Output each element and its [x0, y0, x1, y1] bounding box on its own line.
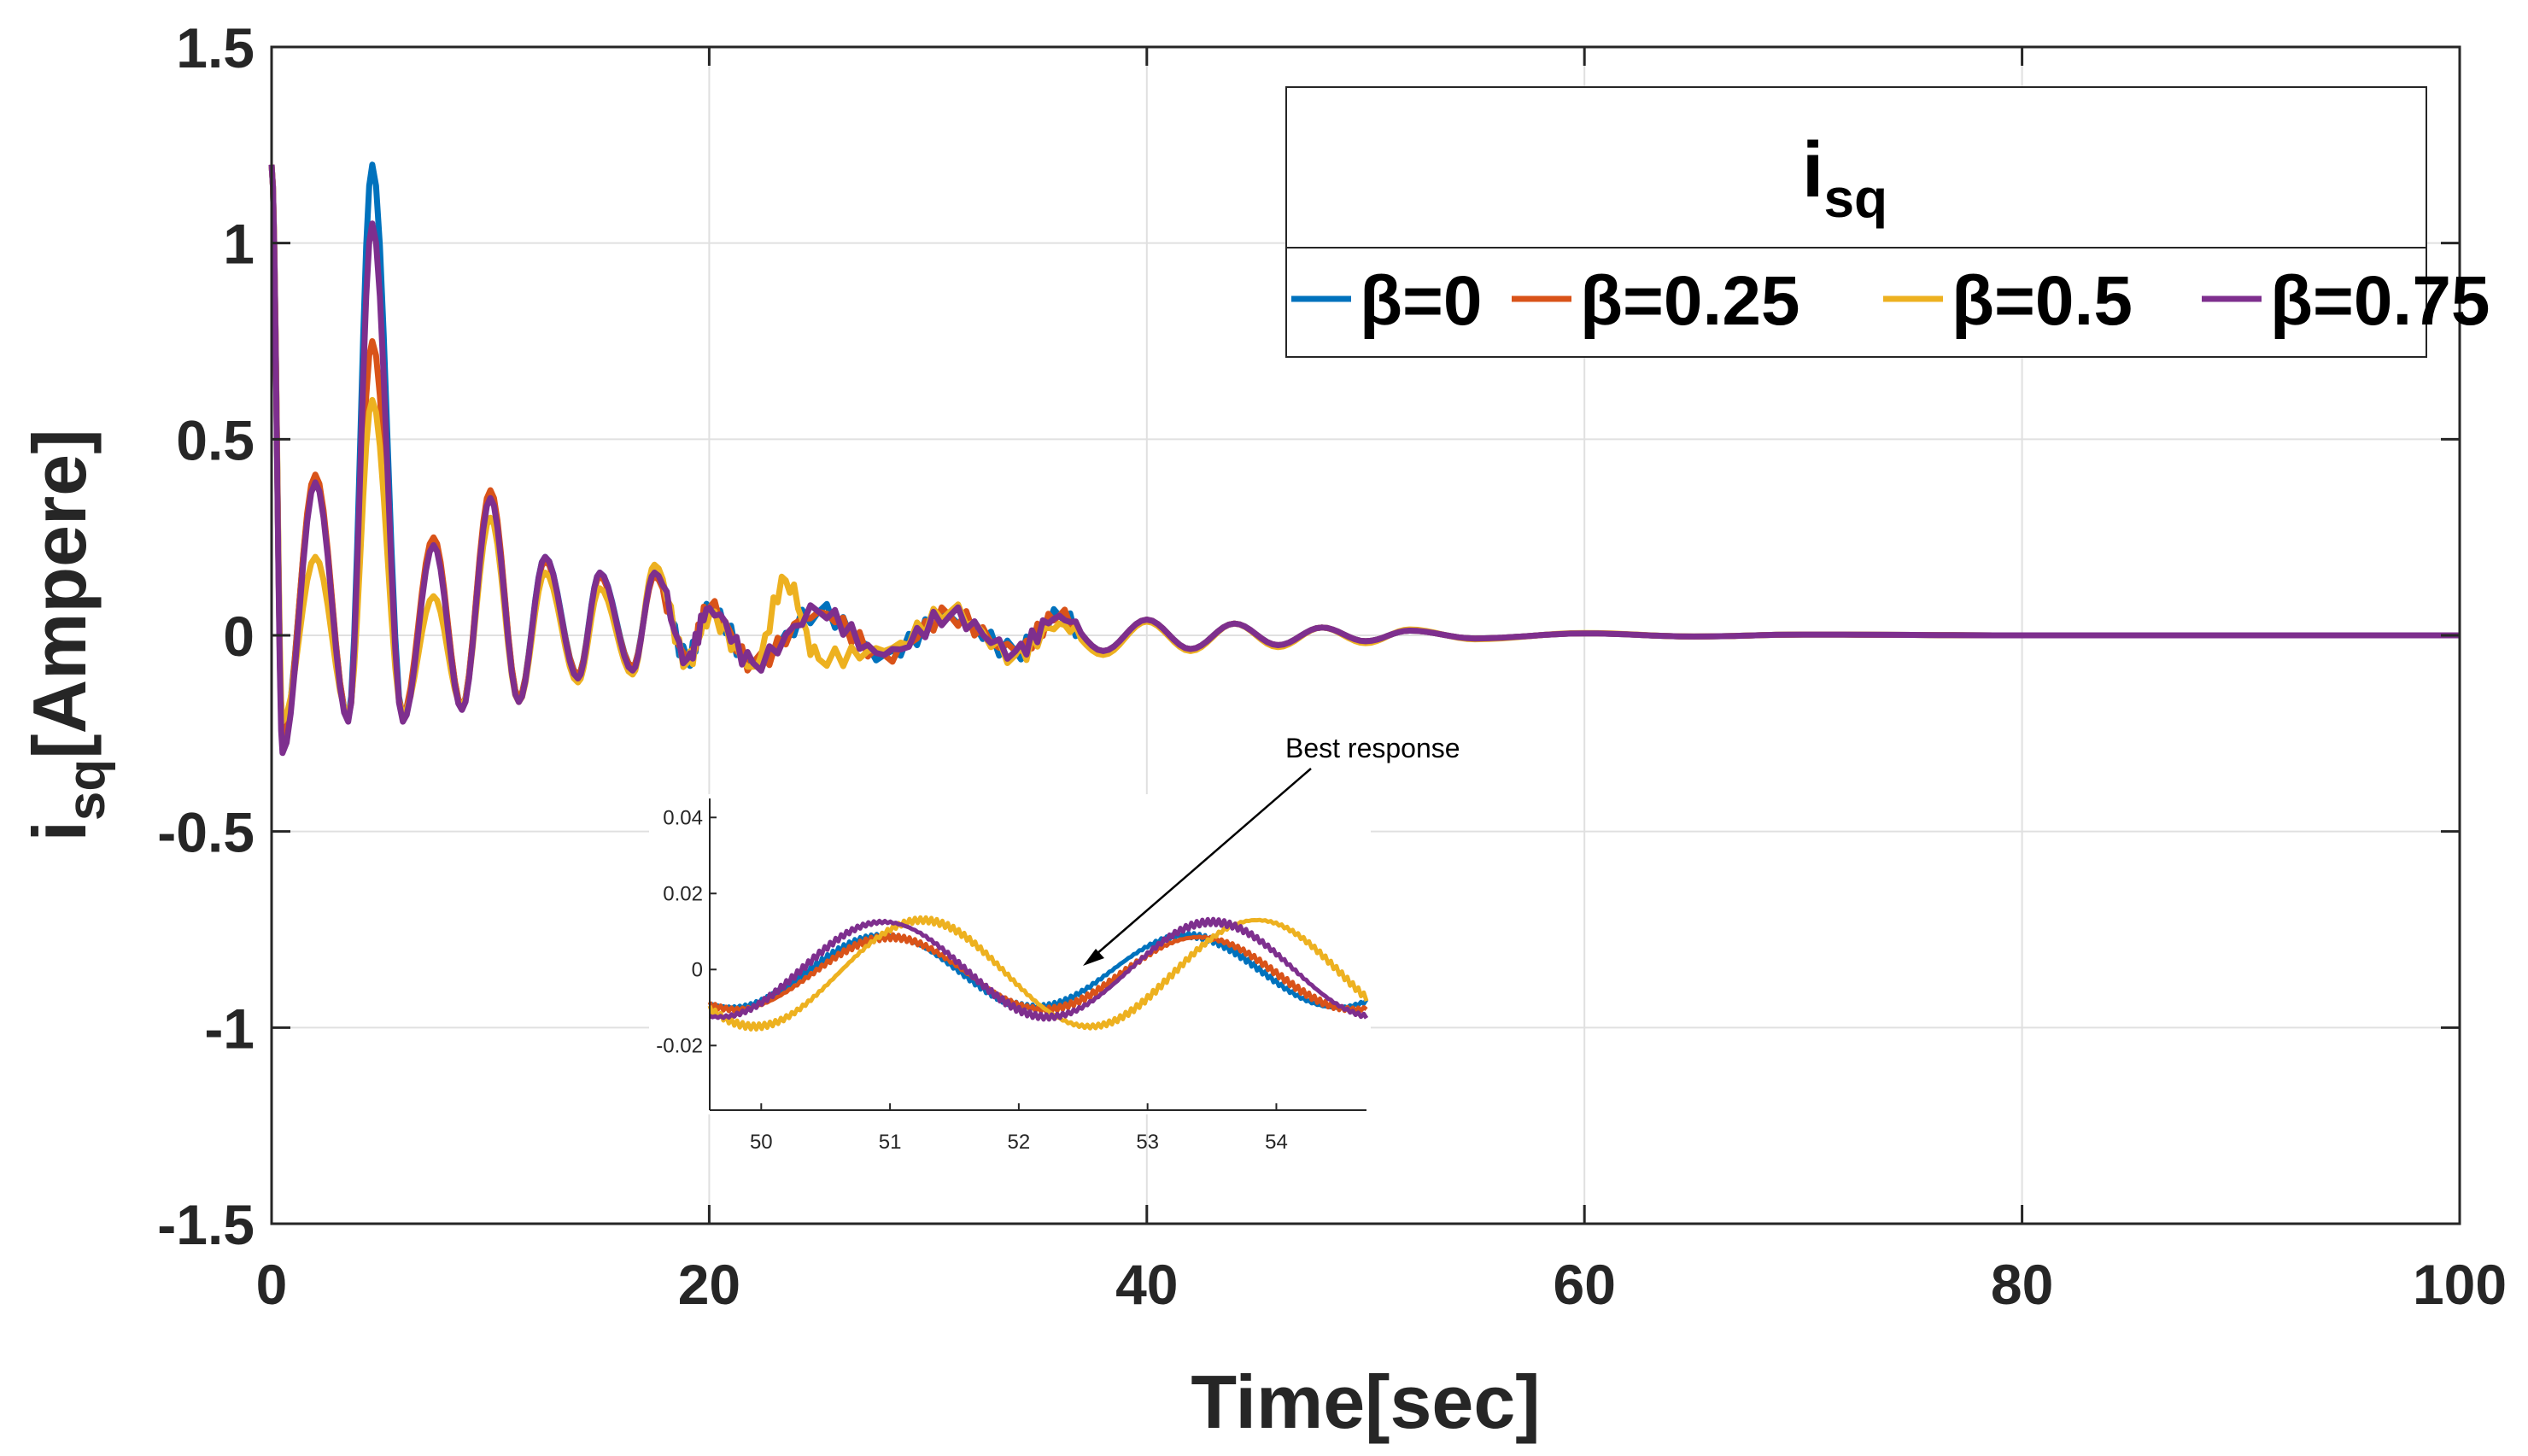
- legend-label-2: β=0.5: [1952, 262, 2133, 340]
- x-tick-label: 0: [256, 1253, 288, 1316]
- y-tick-label: 1: [223, 213, 255, 276]
- legend-label-0: β=0: [1360, 262, 1483, 340]
- tick-marks: [270, 45, 2461, 1225]
- legend-entries: β=0 β=0.25 β=0.5 β=0.75: [1291, 262, 2490, 340]
- annotation-arrow: [1089, 768, 1312, 961]
- inset-y-tick-label: 0.04: [663, 806, 703, 829]
- y-tick-labels: -1.5 -1 -0.5 0 0.5 1 1.5: [157, 16, 255, 1256]
- legend-label-3: β=0.75: [2270, 262, 2490, 340]
- legend-title-sub: sq: [1823, 167, 1887, 229]
- legend-title: isq: [1802, 126, 1887, 229]
- y-tick-label: -1.5: [157, 1193, 255, 1256]
- inset-x-tick-label: 51: [879, 1131, 902, 1154]
- x-tick-label: 80: [1991, 1253, 2053, 1316]
- inset-x-tick-label: 52: [1008, 1131, 1031, 1154]
- inset-series-line-3: [708, 916, 1369, 1022]
- series-line-3: [268, 164, 2460, 757]
- y-axis-title-sub: sq: [57, 759, 116, 821]
- inset-tick-marks: [710, 816, 1278, 1110]
- inset-plot: 50 51 52 53 54 -0.02 0 0.02 0.04 Best response: [649, 733, 1460, 1154]
- inset-series-group: [707, 915, 1369, 1032]
- inset-x-tick-label: 50: [750, 1131, 773, 1154]
- legend-box: [1285, 86, 2427, 358]
- legend-title-main: i: [1802, 126, 1824, 213]
- x-tick-labels: 0 20 40 60 80 100: [256, 1253, 2507, 1316]
- svg-text:isq[Ampere]: isq[Ampere]: [17, 429, 116, 841]
- y-tick-label: -1: [204, 997, 255, 1060]
- inset-series-line-2: [707, 915, 1369, 1032]
- inset-x-tick-labels: 50 51 52 53 54: [750, 1131, 1288, 1154]
- y-tick-label: -0.5: [157, 801, 255, 864]
- legend: isq β=0 β=0.25 β=0.5 β=0.75: [1285, 86, 2490, 358]
- y-tick-label: 1.5: [176, 16, 255, 79]
- inset-annotation: Best response: [1285, 733, 1460, 763]
- y-axis-title-suffix: [Ampere]: [17, 429, 102, 758]
- inset-y-tick-labels: -0.02 0 0.02 0.04: [656, 806, 703, 1057]
- x-tick-label: 60: [1553, 1253, 1615, 1316]
- inset-y-tick-label: 0.02: [663, 882, 703, 905]
- y-tick-label: 0.5: [176, 408, 255, 471]
- inset-background: [649, 794, 1371, 1114]
- main-series-group: [268, 161, 2460, 757]
- y-axis-title: isq[Ampere]: [17, 429, 116, 841]
- legend-label-1: β=0.25: [1580, 262, 1800, 340]
- x-tick-label: 20: [678, 1253, 740, 1316]
- inset-series-line-1: [707, 932, 1368, 1015]
- inset-y-tick-label: 0: [692, 958, 703, 981]
- x-tick-label: 100: [2413, 1253, 2507, 1316]
- annotation-arrowhead: [1083, 949, 1104, 966]
- inset-x-tick-label: 53: [1136, 1131, 1159, 1154]
- x-tick-label: 40: [1115, 1253, 1178, 1316]
- x-axis-title: Time[sec]: [1191, 1360, 1540, 1444]
- inset-x-tick-label: 54: [1265, 1131, 1288, 1154]
- inset-y-tick-label: -0.02: [656, 1034, 703, 1057]
- y-tick-label: 0: [223, 605, 255, 668]
- y-axis-title-main: i: [17, 821, 102, 841]
